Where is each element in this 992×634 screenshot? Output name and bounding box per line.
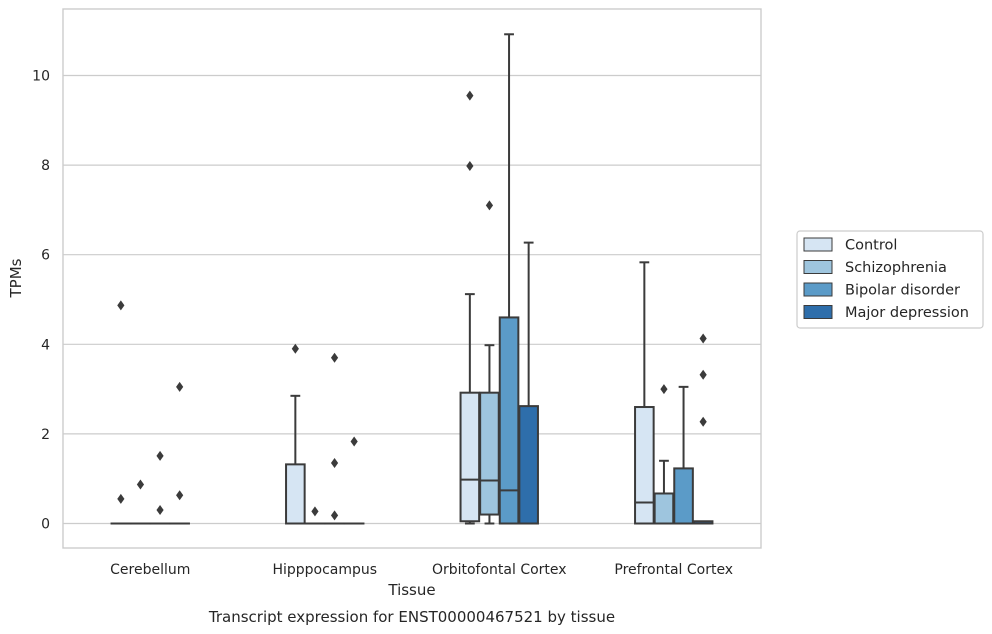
legend-swatch bbox=[803, 237, 833, 252]
outlier-point bbox=[330, 352, 339, 363]
box-orbitofontal-cortex-major-depression bbox=[518, 241, 539, 525]
box-groups bbox=[110, 33, 714, 525]
box-prefrontal-cortex-bipolar-disorder bbox=[673, 385, 694, 525]
outlier-point bbox=[176, 490, 184, 501]
box bbox=[479, 391, 500, 516]
outlier-point bbox=[156, 505, 164, 516]
gridlines bbox=[63, 74, 761, 525]
outlier-point bbox=[350, 436, 358, 447]
x-tick-label: Hipppocampus bbox=[272, 562, 377, 578]
box-orbitofontal-cortex-control bbox=[459, 90, 481, 525]
outlier-point bbox=[176, 381, 184, 392]
outlier-point bbox=[699, 333, 707, 344]
box-cerebellum-schizophrenia bbox=[130, 479, 151, 525]
y-tick-label: 6 bbox=[41, 248, 50, 264]
legend-frame bbox=[796, 230, 984, 329]
chart-title: Transcript expression for ENST0000046752… bbox=[208, 608, 615, 626]
legend: Control Schizophrenia Bipolar disorder Majo… bbox=[796, 230, 984, 329]
box bbox=[498, 316, 520, 525]
outlier-point bbox=[699, 416, 707, 427]
x-tick-label: Orbitofontal Cortex bbox=[432, 562, 567, 578]
box-hipppocampus-major-depression bbox=[343, 436, 365, 525]
box-hipppocampus-control bbox=[285, 343, 306, 525]
box bbox=[673, 467, 694, 525]
box-hipppocampus-bipolar-disorder bbox=[324, 352, 345, 525]
outlier-point bbox=[466, 90, 474, 101]
box-cerebellum-bipolar-disorder bbox=[149, 450, 171, 525]
outlier-point bbox=[330, 510, 339, 521]
x-tick-label: Cerebellum bbox=[110, 562, 190, 578]
y-tick-label: 8 bbox=[41, 158, 50, 174]
legend-swatch bbox=[803, 260, 833, 274]
box-prefrontal-cortex-schizophrenia bbox=[653, 384, 675, 525]
legend-label: Bipolar disorder bbox=[845, 283, 960, 299]
box-prefrontal-cortex-major-depression bbox=[692, 333, 714, 525]
y-tick-label: 10 bbox=[32, 69, 50, 85]
outlier-point bbox=[156, 450, 164, 461]
box-cerebellum-control bbox=[110, 300, 132, 525]
outlier-point bbox=[660, 384, 668, 395]
x-tick-label: Prefrontal Cortex bbox=[614, 562, 733, 578]
outlier-point bbox=[117, 300, 125, 311]
y-tick-label: 0 bbox=[41, 517, 50, 533]
y-tick-label: 4 bbox=[41, 337, 50, 353]
box-cerebellum-major-depression bbox=[169, 381, 190, 525]
outlier-point bbox=[330, 458, 339, 469]
box-hipppocampus-schizophrenia bbox=[304, 506, 326, 525]
box-orbitofontal-cortex-bipolar-disorder bbox=[498, 33, 520, 525]
outlier-point bbox=[117, 493, 125, 504]
x-axis-title: Tissue bbox=[387, 581, 435, 599]
box bbox=[634, 406, 655, 525]
legend-label: Schizophrenia bbox=[845, 260, 947, 276]
legend-swatch bbox=[803, 282, 833, 297]
legend-label: Major depression bbox=[845, 305, 969, 321]
x-tick-labels: Cerebellum Hipppocampus Orbitofontal Corte… bbox=[110, 562, 733, 578]
legend-label: Control bbox=[845, 238, 897, 254]
box bbox=[518, 405, 539, 525]
legend-swatch bbox=[803, 305, 833, 319]
box-prefrontal-cortex-control bbox=[634, 261, 655, 525]
outlier-point bbox=[291, 343, 299, 354]
outlier-point bbox=[136, 479, 145, 490]
outlier-point bbox=[466, 160, 474, 171]
box-orbitofontal-cortex-schizophrenia bbox=[479, 200, 500, 525]
box bbox=[285, 463, 306, 525]
y-tick-labels: 0 2 4 6 8 10 bbox=[32, 69, 50, 533]
y-tick-label: 2 bbox=[41, 427, 50, 443]
y-axis-title: TPMs bbox=[7, 258, 25, 298]
box bbox=[459, 391, 481, 523]
box bbox=[653, 492, 675, 525]
plot-frame bbox=[62, 8, 762, 549]
outlier-point bbox=[485, 200, 494, 211]
outlier-point bbox=[699, 369, 707, 380]
outlier-point bbox=[311, 506, 319, 517]
